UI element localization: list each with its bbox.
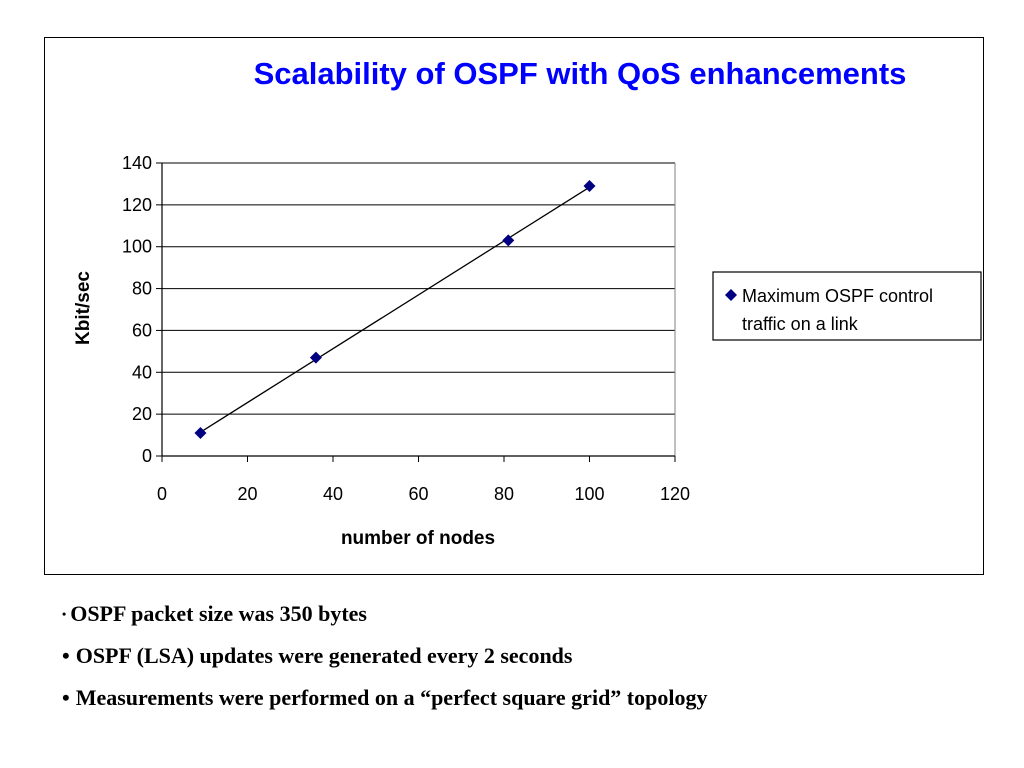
y-tick-label: 20 [132, 404, 152, 424]
note-item: • OSPF packet size was 350 bytes [62, 600, 1002, 628]
notes-list: • OSPF packet size was 350 bytes • OSPF (L… [62, 600, 1002, 726]
y-tick-label: 120 [122, 195, 152, 215]
bullet-icon: • [62, 685, 70, 710]
chart-frame: Scalability of OSPF with QoS enhancement… [44, 37, 984, 575]
data-point [309, 351, 322, 364]
x-axis-title: number of nodes [341, 528, 495, 549]
y-tick-label: 40 [132, 362, 152, 382]
scatter-chart: Scalability of OSPF with QoS enhancement… [73, 56, 982, 549]
x-tick-label: 20 [237, 484, 257, 504]
data-point [502, 234, 515, 247]
data-point [194, 426, 207, 439]
x-tick-label: 80 [494, 484, 514, 504]
x-tick-label: 0 [157, 484, 167, 504]
note-text: Measurements were performed on a “perfec… [75, 685, 708, 710]
y-tick-label: 80 [132, 279, 152, 299]
gridlines [162, 162, 676, 456]
data-point [583, 180, 596, 193]
legend-label-line-2: traffic on a link [742, 314, 859, 334]
chart-title: Scalability of OSPF with QoS enhancement… [254, 56, 907, 91]
bullet-icon: • [62, 643, 70, 668]
legend-box [712, 271, 982, 341]
x-tick-label: 60 [408, 484, 428, 504]
y-tick-labels: 0 20 40 60 80 100 120 140 [122, 153, 152, 466]
note-item: • Measurements were performed on a “perfe… [62, 684, 1002, 712]
y-tick-label: 60 [132, 320, 152, 340]
data-points [194, 180, 596, 439]
bullet-icon: • [62, 607, 67, 621]
x-tick-label: 40 [323, 484, 343, 504]
note-text: OSPF (LSA) updates were generated every … [75, 643, 573, 668]
x-tick-labels: 0 20 40 60 80 100 120 [157, 484, 690, 504]
x-tick-label: 100 [574, 484, 604, 504]
legend: Maximum OSPF control traffic on a link [712, 271, 982, 341]
axes [156, 162, 676, 462]
legend-diamond-icon [725, 289, 737, 301]
y-tick-label: 0 [142, 446, 152, 466]
legend-label-line-1: Maximum OSPF control [742, 286, 933, 306]
note-item: • OSPF (LSA) updates were generated every… [62, 642, 1002, 670]
x-tick-label: 120 [660, 484, 690, 504]
y-tick-label: 100 [122, 237, 152, 257]
trendline [200, 186, 590, 433]
y-axis-title: Kbit/sec [73, 271, 94, 345]
note-text: OSPF packet size was 350 bytes [70, 601, 367, 626]
trendline-segment [200, 186, 590, 433]
y-tick-label: 140 [122, 153, 152, 173]
